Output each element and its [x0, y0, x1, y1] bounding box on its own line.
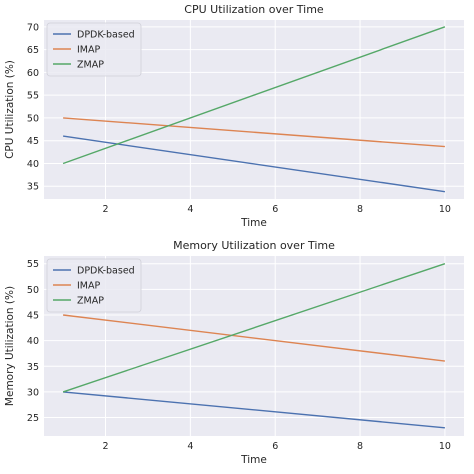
legend-box [46, 22, 142, 77]
y-tick-label: 65 [27, 45, 39, 56]
x-tick-label: 6 [272, 441, 278, 452]
series-line-dpdk-based [63, 391, 445, 429]
series-line-zmap [62, 263, 446, 393]
x-tick-label: 8 [357, 441, 363, 452]
legend-label: ZMAP [77, 296, 104, 307]
series-line-imap [63, 117, 445, 148]
x-axis-label: Time [240, 217, 267, 229]
legend-label: DPDK-based [77, 30, 135, 41]
y-tick-label: 25 [27, 413, 39, 424]
chart-title: Memory Utilization over Time [173, 239, 335, 252]
y-tick-label: 30 [27, 387, 39, 398]
series-line-imap [63, 314, 445, 362]
legend-label: DPDK-based [77, 266, 135, 277]
legend-label: IMAP [77, 45, 100, 56]
legend-label: ZMAP [77, 60, 104, 71]
series-line-dpdk-based [62, 135, 446, 193]
y-tick-label: 45 [27, 310, 39, 321]
y-tick-label: 55 [27, 91, 39, 102]
x-tick-label: 10 [439, 204, 451, 215]
y-tick-label: 60 [27, 68, 39, 79]
chart-title: CPU Utilization over Time [184, 3, 324, 16]
x-axis-label: Time [240, 454, 267, 466]
y-tick-label: 50 [27, 113, 39, 124]
y-tick-label: 35 [27, 182, 39, 193]
x-tick-label: 4 [187, 441, 193, 452]
y-tick-label: 55 [27, 259, 39, 270]
x-tick-label: 8 [357, 204, 363, 215]
series-line-zmap [62, 26, 446, 165]
legend: DPDK-based IMAP ZMAP [46, 22, 142, 77]
x-tick-label: 2 [102, 204, 108, 215]
x-tick-label: 6 [272, 204, 278, 215]
y-tick-label: 40 [27, 336, 39, 347]
y-tick-label: 40 [27, 159, 39, 170]
y-tick-label: 50 [27, 285, 39, 296]
chart-panel-1: 2 4 6 8 10 35 40 45 50 55 60 65 70 CPU Utilization ov… [4, 3, 464, 229]
y-tick-label: 45 [27, 136, 39, 147]
x-tick-label: 2 [102, 441, 108, 452]
legend: DPDK-based IMAP ZMAP [46, 258, 142, 313]
legend-label: IMAP [77, 281, 100, 292]
legend-box [46, 258, 142, 313]
chart-panel-2: 2 4 6 8 10 25 30 35 40 45 50 55 Memory Utilization o… [4, 239, 464, 466]
x-tick-label: 10 [439, 441, 451, 452]
y-tick-label: 35 [27, 362, 39, 373]
y-tick-label: 70 [27, 22, 39, 33]
y-axis-label: CPU Utilization (%) [4, 60, 16, 159]
y-axis-label: Memory Utilization (%) [4, 286, 16, 406]
x-tick-label: 4 [187, 204, 193, 215]
